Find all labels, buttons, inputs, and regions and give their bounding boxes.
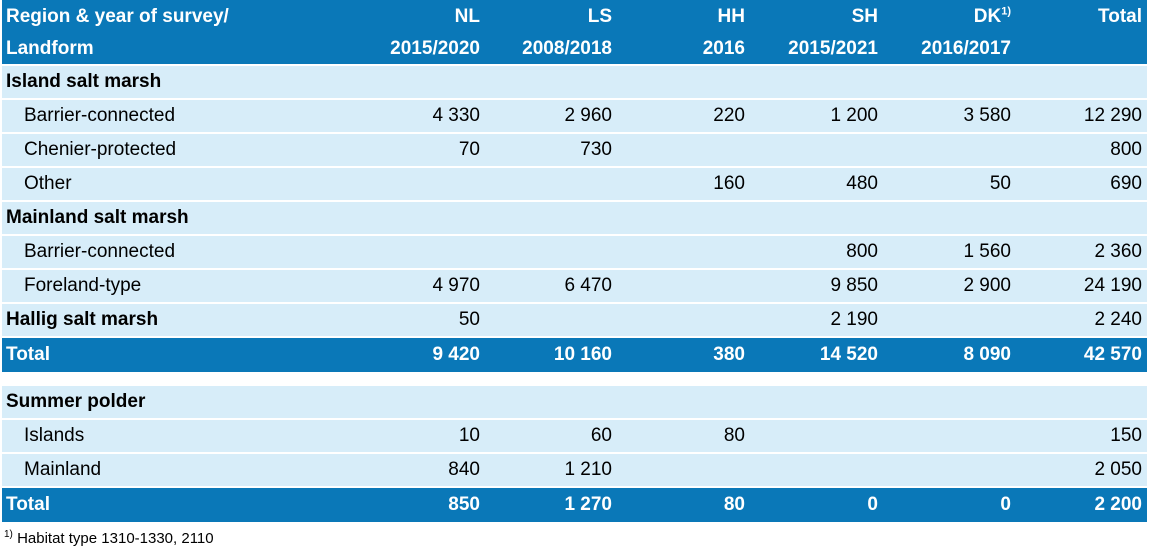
table-row: Barrier-connected 800 1 560 2 360 — [2, 236, 1147, 270]
total-dk: 0 — [1000, 494, 1011, 515]
total-ls: 1 270 — [564, 494, 612, 515]
cell-ls: 2 960 — [564, 105, 612, 126]
header-sh: SH — [851, 6, 878, 27]
table-row: Foreland-type 4 970 6 470 9 850 2 900 24… — [2, 270, 1147, 304]
cell-sh: 800 — [846, 241, 878, 262]
header-dk-label: DK — [973, 6, 1002, 27]
cell-dk: 3 580 — [963, 105, 1011, 126]
header-sh-years: 2015/2021 — [788, 38, 878, 59]
header-nl-years: 2015/2020 — [390, 38, 480, 59]
cell-nl: 70 — [458, 139, 480, 160]
cell-sh: 9 850 — [830, 275, 878, 296]
cell-hh: 160 — [713, 173, 745, 194]
row-label: Islands — [24, 425, 85, 446]
cell-hh: 80 — [723, 425, 745, 446]
header-region-label: Region & year of survey/ — [6, 6, 229, 27]
section-island-salt-marsh: Island salt marsh — [2, 66, 1147, 100]
cell-dk: 50 — [989, 173, 1011, 194]
footnote: 1) Habitat type 1310-1330, 2110 — [4, 529, 214, 548]
total-nl: 9 420 — [432, 344, 480, 365]
table-row: Mainland 840 1 210 2 050 — [2, 454, 1147, 488]
cell-total: 12 290 — [1083, 105, 1142, 126]
cell-nl: 10 — [458, 425, 480, 446]
section-mainland-salt-marsh: Mainland salt marsh — [2, 202, 1147, 236]
section-title: Mainland salt marsh — [6, 207, 189, 228]
total-hh: 380 — [713, 344, 745, 365]
total-total: 42 570 — [1083, 344, 1142, 365]
total-sh: 0 — [867, 494, 878, 515]
cell-ls: 730 — [580, 139, 612, 160]
table-row: Chenier-protected 70 730 800 — [2, 134, 1147, 168]
section-hallig-salt-marsh: Hallig salt marsh 50 2 190 2 240 — [2, 304, 1147, 338]
cell-sh: 2 190 — [830, 309, 878, 330]
header-total: Total — [1098, 6, 1142, 27]
total-row-summer-polder: Total 850 1 270 80 0 0 2 200 — [2, 488, 1147, 522]
cell-total: 2 050 — [1094, 459, 1142, 480]
cell-dk: 1 560 — [963, 241, 1011, 262]
row-label: Foreland-type — [24, 275, 142, 296]
header-ls-years: 2008/2018 — [522, 38, 612, 59]
total-ls: 10 160 — [553, 344, 612, 365]
header-row-2: Landform 2015/2020 2008/2018 2016 2015/2… — [2, 34, 1147, 66]
cell-total: 2 360 — [1094, 241, 1142, 262]
cell-nl: 840 — [448, 459, 480, 480]
cell-hh: 220 — [713, 105, 745, 126]
table-row: Islands 10 60 80 150 — [2, 420, 1147, 454]
cell-ls: 60 — [590, 425, 612, 446]
section-title: Summer polder — [6, 391, 146, 412]
total-row-salt-marsh: Total 9 420 10 160 380 14 520 8 090 42 5… — [2, 338, 1147, 372]
cell-total: 24 190 — [1083, 275, 1142, 296]
total-total: 2 200 — [1094, 494, 1142, 515]
section-title: Hallig salt marsh — [6, 309, 159, 330]
row-label: Chenier-protected — [24, 139, 177, 160]
section-summer-polder: Summer polder — [2, 386, 1147, 420]
cell-sh: 480 — [846, 173, 878, 194]
cell-ls: 6 470 — [564, 275, 612, 296]
table-row: Other 160 480 50 690 — [2, 168, 1147, 202]
header-dk-years: 2016/2017 — [921, 38, 1011, 59]
cell-sh: 1 200 — [830, 105, 878, 126]
total-nl: 850 — [448, 494, 480, 515]
row-label: Other — [24, 173, 72, 194]
row-label: Mainland — [24, 459, 102, 480]
cell-dk: 2 900 — [963, 275, 1011, 296]
total-label: Total — [6, 344, 50, 365]
header-nl: NL — [454, 6, 480, 27]
header-ls: LS — [587, 6, 612, 27]
header-landform-label: Landform — [6, 38, 94, 59]
row-label: Barrier-connected — [24, 241, 176, 262]
total-dk: 8 090 — [963, 344, 1011, 365]
footnote-mark: 1) — [4, 529, 13, 540]
cell-ls: 1 210 — [564, 459, 612, 480]
salt-marsh-table: Region & year of survey/ NL LS HH SH DK1… — [2, 0, 1147, 522]
cell-total: 2 240 — [1094, 309, 1142, 330]
table-gap — [2, 372, 1147, 386]
section-title: Island salt marsh — [6, 71, 162, 92]
row-label: Barrier-connected — [24, 105, 176, 126]
cell-total: 150 — [1110, 425, 1142, 446]
header-hh-years: 2016 — [702, 38, 745, 59]
total-label: Total — [6, 494, 50, 515]
total-hh: 80 — [723, 494, 745, 515]
table-row: Barrier-connected 4 330 2 960 220 1 200 … — [2, 100, 1147, 134]
total-sh: 14 520 — [819, 344, 878, 365]
header-row-1: Region & year of survey/ NL LS HH SH DK1… — [2, 0, 1147, 34]
cell-nl: 50 — [458, 309, 480, 330]
header-dk-footnote-mark: 1) — [1001, 5, 1011, 18]
header-hh: HH — [717, 6, 745, 27]
cell-nl: 4 330 — [432, 105, 480, 126]
cell-total: 800 — [1110, 139, 1142, 160]
cell-nl: 4 970 — [432, 275, 480, 296]
footnote-text: Habitat type 1310-1330, 2110 — [12, 530, 214, 547]
header-dk: DK1) — [878, 6, 1011, 28]
cell-total: 690 — [1110, 173, 1142, 194]
